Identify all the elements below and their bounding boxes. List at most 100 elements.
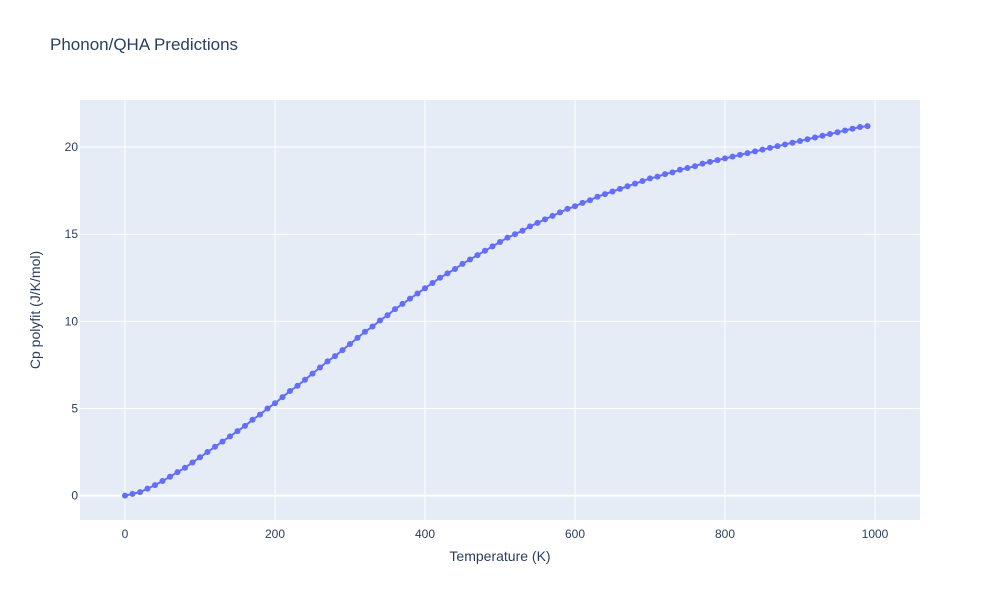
data-point[interactable] [287, 388, 293, 395]
data-point[interactable] [812, 134, 818, 141]
data-point[interactable] [249, 416, 256, 423]
data-point[interactable] [759, 146, 766, 153]
data-point[interactable] [699, 160, 706, 167]
data-point[interactable] [684, 164, 691, 171]
data-point[interactable] [542, 216, 548, 223]
data-point[interactable] [654, 173, 661, 180]
data-point[interactable] [414, 290, 421, 297]
data-point[interactable] [707, 158, 713, 165]
data-point[interactable] [557, 209, 563, 216]
data-point[interactable] [302, 376, 308, 383]
data-point[interactable] [257, 411, 263, 418]
data-point[interactable] [782, 141, 788, 148]
data-point[interactable] [204, 449, 211, 456]
data-point[interactable] [662, 171, 668, 178]
data-point[interactable] [602, 191, 608, 198]
data-point[interactable] [632, 180, 638, 187]
data-point[interactable] [722, 155, 728, 162]
data-point[interactable] [309, 370, 316, 377]
data-point[interactable] [714, 157, 721, 164]
data-point[interactable] [752, 148, 758, 155]
data-point[interactable] [369, 323, 376, 330]
data-point[interactable] [129, 490, 136, 497]
data-point[interactable] [317, 364, 323, 371]
data-point[interactable] [609, 188, 616, 195]
data-point[interactable] [624, 183, 631, 190]
data-point[interactable] [849, 125, 856, 132]
data-point[interactable] [429, 279, 436, 286]
data-point[interactable] [354, 334, 361, 341]
data-point[interactable] [272, 400, 278, 407]
data-point[interactable] [362, 328, 368, 335]
data-point[interactable] [842, 127, 848, 134]
data-point[interactable] [647, 175, 653, 182]
data-point[interactable] [452, 266, 458, 273]
data-point[interactable] [324, 358, 331, 365]
data-point[interactable] [534, 219, 541, 226]
data-point[interactable] [819, 132, 826, 139]
data-point[interactable] [827, 130, 833, 137]
data-point[interactable] [564, 205, 571, 212]
data-point[interactable] [182, 464, 188, 471]
data-point[interactable] [407, 295, 413, 302]
data-point[interactable] [467, 256, 473, 263]
data-point[interactable] [744, 150, 751, 157]
data-point[interactable] [617, 185, 623, 192]
data-point[interactable] [669, 169, 676, 176]
data-point[interactable] [174, 469, 181, 476]
data-point[interactable] [737, 151, 743, 158]
data-point[interactable] [549, 212, 556, 219]
data-point[interactable] [122, 492, 128, 499]
data-point[interactable] [264, 405, 271, 412]
data-point[interactable] [512, 231, 518, 238]
data-point[interactable] [587, 197, 593, 204]
data-point[interactable] [519, 227, 526, 234]
data-point[interactable] [339, 347, 346, 354]
data-point[interactable] [572, 203, 578, 210]
data-point[interactable] [864, 123, 871, 130]
data-point[interactable] [152, 482, 158, 489]
data-point[interactable] [474, 252, 481, 259]
data-point[interactable] [332, 353, 338, 360]
data-point[interactable] [729, 153, 736, 160]
data-point[interactable] [579, 199, 586, 206]
data-point[interactable] [789, 139, 796, 146]
data-point[interactable] [197, 454, 203, 461]
data-point[interactable] [774, 143, 781, 150]
data-point[interactable] [294, 382, 301, 389]
data-point[interactable] [212, 443, 218, 450]
data-point[interactable] [279, 394, 286, 401]
data-point[interactable] [167, 473, 173, 480]
data-point[interactable] [677, 166, 683, 173]
data-point[interactable] [377, 317, 383, 324]
data-point[interactable] [857, 124, 863, 131]
data-point[interactable] [137, 489, 143, 496]
data-point[interactable] [804, 136, 811, 143]
data-point[interactable] [347, 340, 353, 347]
data-point[interactable] [489, 243, 496, 250]
data-point[interactable] [189, 459, 196, 466]
data-point[interactable] [234, 428, 241, 435]
data-point[interactable] [639, 178, 646, 185]
data-point[interactable] [504, 234, 511, 241]
data-point[interactable] [459, 260, 466, 267]
data-point[interactable] [159, 477, 166, 484]
data-point[interactable] [444, 270, 451, 277]
data-point[interactable] [219, 438, 226, 445]
data-point[interactable] [594, 193, 601, 200]
data-point[interactable] [797, 137, 803, 144]
data-point[interactable] [422, 285, 428, 292]
data-point[interactable] [767, 144, 773, 151]
data-point[interactable] [144, 485, 151, 492]
data-point[interactable] [527, 223, 533, 230]
data-point[interactable] [497, 239, 503, 246]
data-point[interactable] [384, 312, 391, 319]
data-point[interactable] [437, 274, 443, 281]
data-point[interactable] [482, 247, 488, 254]
data-point[interactable] [227, 433, 233, 440]
data-point[interactable] [399, 300, 406, 307]
data-point[interactable] [834, 129, 841, 136]
data-point[interactable] [692, 163, 698, 170]
data-point[interactable] [392, 306, 398, 313]
data-point[interactable] [242, 422, 248, 429]
